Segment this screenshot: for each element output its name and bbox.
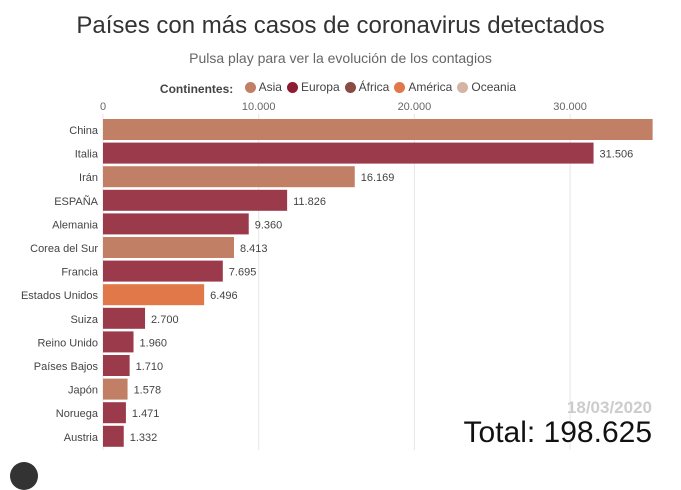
- tick-label: 10.000: [242, 101, 276, 113]
- bar: [103, 189, 288, 211]
- category-label: Reino Unido: [37, 337, 98, 349]
- legend-item-label: América: [408, 80, 453, 94]
- chart-subtitle: Pulsa play para ver la evolución de los …: [189, 50, 492, 66]
- total-label: Total: 198.625: [463, 416, 652, 449]
- bar: [103, 355, 130, 376]
- bar: [103, 425, 124, 447]
- bar: [103, 260, 223, 282]
- bar: [103, 237, 234, 258]
- bar: [103, 166, 355, 188]
- category-label: Noruega: [56, 408, 99, 420]
- value-label: 9.360: [255, 219, 283, 231]
- category-label: Francia: [61, 267, 99, 279]
- value-label: 7.695: [229, 267, 257, 279]
- legend: Continentes: Asia Europa África América Ocea…: [0, 80, 681, 96]
- value-label: 1.710: [136, 361, 164, 373]
- value-label: 11.826: [293, 196, 326, 208]
- bar: [103, 378, 128, 400]
- category-label: Suiza: [70, 314, 98, 326]
- value-label: 6.496: [210, 290, 238, 302]
- bar: [103, 307, 146, 329]
- legend-dot: [244, 81, 256, 93]
- value-label: 1.578: [134, 385, 162, 397]
- category-label: ESPAÑA: [54, 195, 98, 208]
- legend-item-label: Asia: [258, 80, 282, 94]
- bar: [103, 213, 249, 235]
- value-label: 1.332: [130, 432, 158, 444]
- legend-dot: [344, 81, 356, 93]
- category-label: Japón: [68, 385, 98, 397]
- legend-dot: [286, 81, 298, 93]
- bar: [103, 331, 134, 353]
- category-label: Corea del Sur: [30, 243, 98, 255]
- date-label: 18/03/2020: [566, 398, 652, 417]
- category-label: Austria: [64, 432, 99, 444]
- value-label: 31.506: [600, 149, 634, 161]
- category-label: Irán: [79, 172, 98, 184]
- bar-chart: 0 10.000 20.000 30.000 China Italia 31.506 Irán…: [21, 101, 653, 450]
- category-label: Estados Unidos: [21, 290, 99, 302]
- play-button[interactable]: [10, 462, 38, 490]
- tick-label: 0: [100, 101, 106, 113]
- chart-title: Países con más casos de coronavirus dete…: [76, 12, 605, 39]
- value-label: 1.960: [140, 337, 168, 349]
- bar: [103, 119, 653, 140]
- category-label: China: [69, 125, 99, 137]
- legend-item[interactable]: Oceania: [457, 80, 516, 94]
- value-label: 8.413: [240, 243, 268, 255]
- legend-item[interactable]: Asia: [244, 80, 282, 94]
- value-label: 2.700: [151, 314, 179, 326]
- legend-item-label: Oceania: [471, 80, 517, 94]
- category-label: Italia: [75, 149, 99, 161]
- tick-label: 20.000: [398, 101, 432, 113]
- legend-item[interactable]: África: [344, 80, 390, 94]
- legend-dot: [394, 81, 406, 93]
- bar: [103, 402, 126, 424]
- value-label: 16.169: [361, 172, 395, 184]
- bar: [103, 284, 205, 306]
- legend-item[interactable]: América: [394, 80, 452, 94]
- legend-dot: [457, 81, 469, 93]
- legend-item[interactable]: Europa: [286, 80, 340, 94]
- legend-label: Continentes:: [159, 81, 234, 96]
- category-label: Alemania: [52, 219, 99, 231]
- tick-label: 30.000: [553, 101, 587, 113]
- bar: [103, 142, 594, 164]
- category-label: Países Bajos: [34, 361, 99, 373]
- legend-item-label: África: [358, 80, 390, 94]
- legend-item-label: Europa: [300, 80, 340, 94]
- value-label: 1.471: [132, 408, 160, 420]
